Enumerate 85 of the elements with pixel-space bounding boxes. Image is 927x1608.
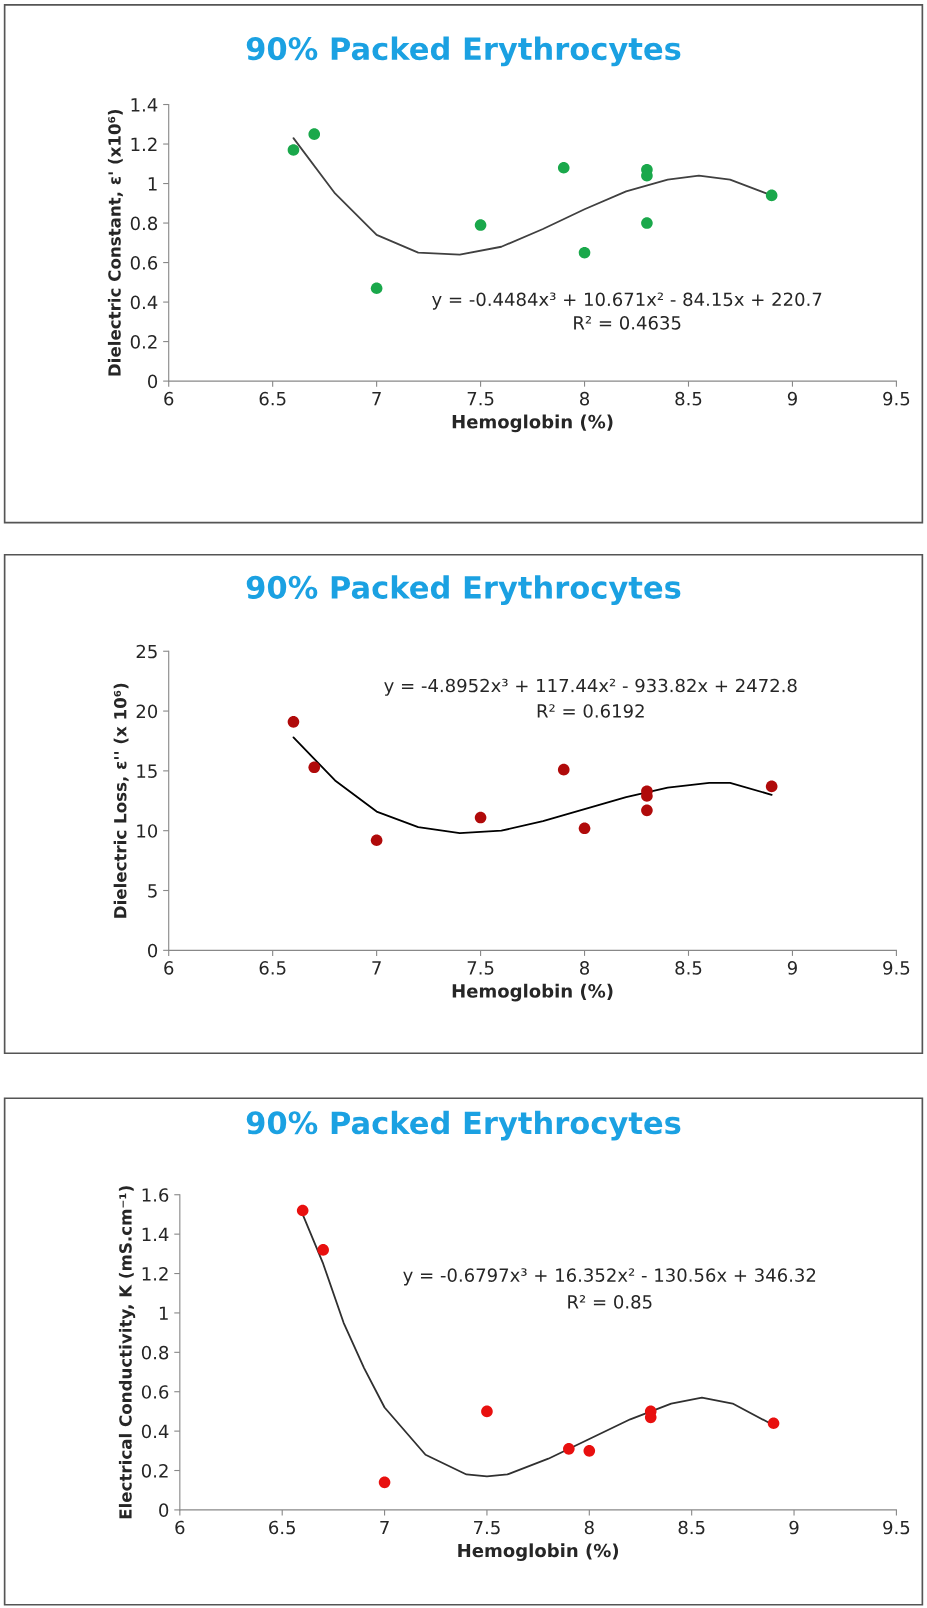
y-tick-label: 0.6 [141, 1385, 169, 1399]
point [563, 1443, 575, 1455]
x-axis-title: Hemoglobin (%) [452, 414, 613, 433]
point [378, 1476, 391, 1489]
point [370, 834, 383, 847]
x-tick-label: 7.5 [467, 961, 494, 975]
x-tick-label: 6 [175, 1520, 185, 1535]
y-tick-label: 1.2 [131, 137, 157, 151]
x-axis-title: Hemoglobin (%) [458, 1543, 619, 1561]
point [641, 217, 653, 229]
x-tick-label: 8.5 [678, 1520, 705, 1535]
y-axis-title: Dielectric Loss, ε'' (x 10⁶) [113, 683, 129, 918]
point [583, 1445, 596, 1457]
x-tick-label: 6.5 [259, 961, 286, 975]
y-tick-label: 15 [137, 764, 157, 778]
x-tick-label: 9 [787, 961, 797, 975]
x-tick-label: 8 [580, 961, 590, 975]
x-tick-label: 7.5 [467, 392, 494, 406]
x-tick-label: 9 [787, 391, 797, 406]
x-tick-label: 9 [789, 1520, 799, 1535]
y-tick-label: 25 [136, 644, 157, 659]
point [765, 189, 778, 202]
y-tick-label: 0.4 [130, 295, 158, 310]
y-axis-title: Electrical Conductivity, K (mS.cm⁻¹) [118, 1186, 136, 1519]
x-tick-label: 9.5 [883, 391, 910, 406]
point [287, 716, 300, 728]
point [765, 780, 778, 793]
y-tick-label: 1.4 [142, 1227, 169, 1241]
annotation: R² = 0.6192 [537, 704, 644, 718]
y-tick-label: 0.2 [130, 335, 157, 349]
x-tick-label: 6 [164, 961, 174, 975]
point [578, 822, 591, 835]
point [557, 161, 570, 174]
annotation: y = -4.8952x³ + 117.44x² - 933.82x + 2472.8 [384, 678, 797, 696]
point [474, 219, 487, 231]
x-tick-label: 8.5 [675, 961, 702, 975]
y-tick-label: 0 [148, 374, 158, 389]
y-tick-label: 1.4 [131, 98, 158, 112]
y-tick-label: 10 [137, 824, 158, 838]
annotation: y = -0.6797x³ + 16.352x² - 130.56x + 346.32 [403, 1268, 816, 1286]
annotation: y = -0.4484x³ + 10.671x² - 84.15x + 220.7 [432, 292, 822, 310]
y-tick-label: 1.2 [142, 1267, 168, 1281]
x-tick-label: 7 [372, 392, 381, 406]
x-tick-label: 7.5 [474, 1520, 500, 1535]
point [287, 144, 300, 156]
x-tick-label: 6 [164, 391, 174, 406]
annotation: R² = 0.85 [568, 1295, 652, 1309]
y-tick-label: 1 [159, 1306, 168, 1320]
y-tick-label: 0.4 [141, 1424, 169, 1439]
point [308, 128, 321, 140]
y-tick-label: 5 [148, 884, 157, 898]
x-tick-label: 6.5 [259, 391, 286, 406]
chart-title: 90% Packed Erythrocytes [246, 36, 681, 67]
point [474, 811, 487, 824]
x-tick-label: 7 [380, 1520, 389, 1535]
chart-title: 90% Packed Erythrocytes [246, 1110, 681, 1141]
x-axis-title: Hemoglobin (%) [452, 983, 613, 1002]
point [296, 1204, 309, 1217]
point [481, 1405, 493, 1418]
point [317, 1244, 329, 1256]
point [308, 761, 321, 774]
annotation: R² = 0.4635 [574, 315, 681, 330]
y-tick-label: 0 [159, 1503, 169, 1518]
y-tick-label: 20 [136, 704, 158, 719]
y-tick-label: 0 [148, 943, 158, 958]
point [578, 246, 591, 259]
x-tick-label: 8.5 [675, 391, 702, 406]
point [767, 1417, 780, 1430]
x-tick-label: 6.5 [269, 1520, 295, 1535]
chart-title: 90% Packed Erythrocytes [246, 575, 681, 606]
x-tick-label: 9.5 [883, 961, 910, 975]
point [641, 804, 653, 817]
y-tick-label: 0.6 [130, 256, 158, 270]
y-tick-label: 0.8 [130, 216, 158, 231]
x-tick-label: 8 [580, 391, 590, 406]
point [370, 282, 383, 295]
y-tick-label: 1.6 [142, 1188, 169, 1202]
x-tick-label: 7 [372, 961, 381, 975]
y-tick-label: 0.2 [141, 1463, 168, 1478]
y-tick-label: 0.8 [141, 1345, 169, 1360]
y-axis-title: Dielectric Constant, ε' (x10⁶) [107, 109, 123, 376]
x-tick-label: 8 [584, 1520, 594, 1535]
x-tick-label: 9.5 [883, 1520, 910, 1535]
y-tick-label: 1 [148, 177, 157, 191]
point [557, 763, 570, 776]
